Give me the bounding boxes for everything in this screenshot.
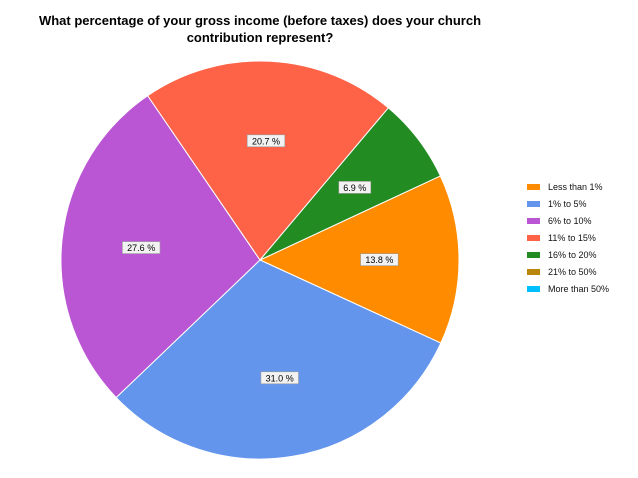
data-label-text: 31.0 % — [266, 373, 294, 383]
slice-data-label: 27.6 % — [122, 241, 161, 254]
data-label-box — [122, 241, 161, 254]
legend-swatch — [527, 268, 540, 275]
legend-item: Less than 1% — [527, 178, 609, 195]
legend-item: 6% to 10% — [527, 212, 609, 229]
pie-slice — [115, 259, 442, 460]
legend-item: More than 50% — [527, 280, 609, 297]
slice-data-label: 20.7 % — [246, 134, 286, 148]
legend-label: 16% to 20% — [548, 249, 597, 260]
data-label-text: 6.9 % — [343, 183, 366, 193]
legend-label: 11% to 15% — [548, 232, 596, 243]
legend-label: More than 50% — [548, 283, 610, 294]
chart-legend: Less than 1% 1% to 5% 6% to 10% 11% to 15% 1… — [527, 178, 609, 297]
data-label-text: 20.7 % — [252, 136, 280, 146]
legend-swatch — [527, 285, 540, 292]
legend-item: 1% to 5% — [527, 195, 609, 212]
pie-slice — [146, 60, 390, 261]
pie-slices — [60, 60, 460, 460]
legend-item: 21% to 50% — [527, 263, 609, 280]
legend-swatch — [527, 183, 540, 190]
slice-data-label: 6.9 % — [338, 181, 372, 194]
legend-swatch — [527, 217, 540, 224]
legend-item: 11% to 15% — [527, 229, 609, 246]
chart-title: What percentage of your gross income (be… — [0, 12, 520, 46]
legend-swatch — [527, 234, 540, 241]
data-label-box — [360, 253, 399, 266]
chart-title-line-1: What percentage of your gross income (be… — [38, 13, 482, 28]
data-label-box — [260, 371, 299, 385]
slice-data-label: 31.0 % — [260, 371, 299, 385]
legend-label: 21% to 50% — [548, 266, 597, 277]
slice-data-label: 13.8 % — [360, 253, 399, 266]
legend-label: 6% to 10% — [548, 215, 592, 226]
pie-slice — [60, 95, 261, 399]
legend-label: 1% to 5% — [548, 198, 587, 209]
legend-label: Less than 1% — [548, 181, 603, 192]
data-label-text: 13.8 % — [365, 255, 393, 265]
legend-swatch — [527, 200, 540, 207]
legend-item: 16% to 20% — [527, 246, 609, 263]
data-label-box — [338, 181, 372, 194]
pie-slice — [258, 175, 460, 344]
legend-swatch — [527, 251, 540, 258]
chart-title-line-2: contribution represent? — [186, 30, 334, 45]
pie-labels: 13.8 % 31.0 % 27.6 % 20.7 % 6.9 % — [122, 134, 399, 385]
data-label-text: 27.6 % — [127, 243, 155, 253]
data-label-box — [246, 134, 286, 148]
